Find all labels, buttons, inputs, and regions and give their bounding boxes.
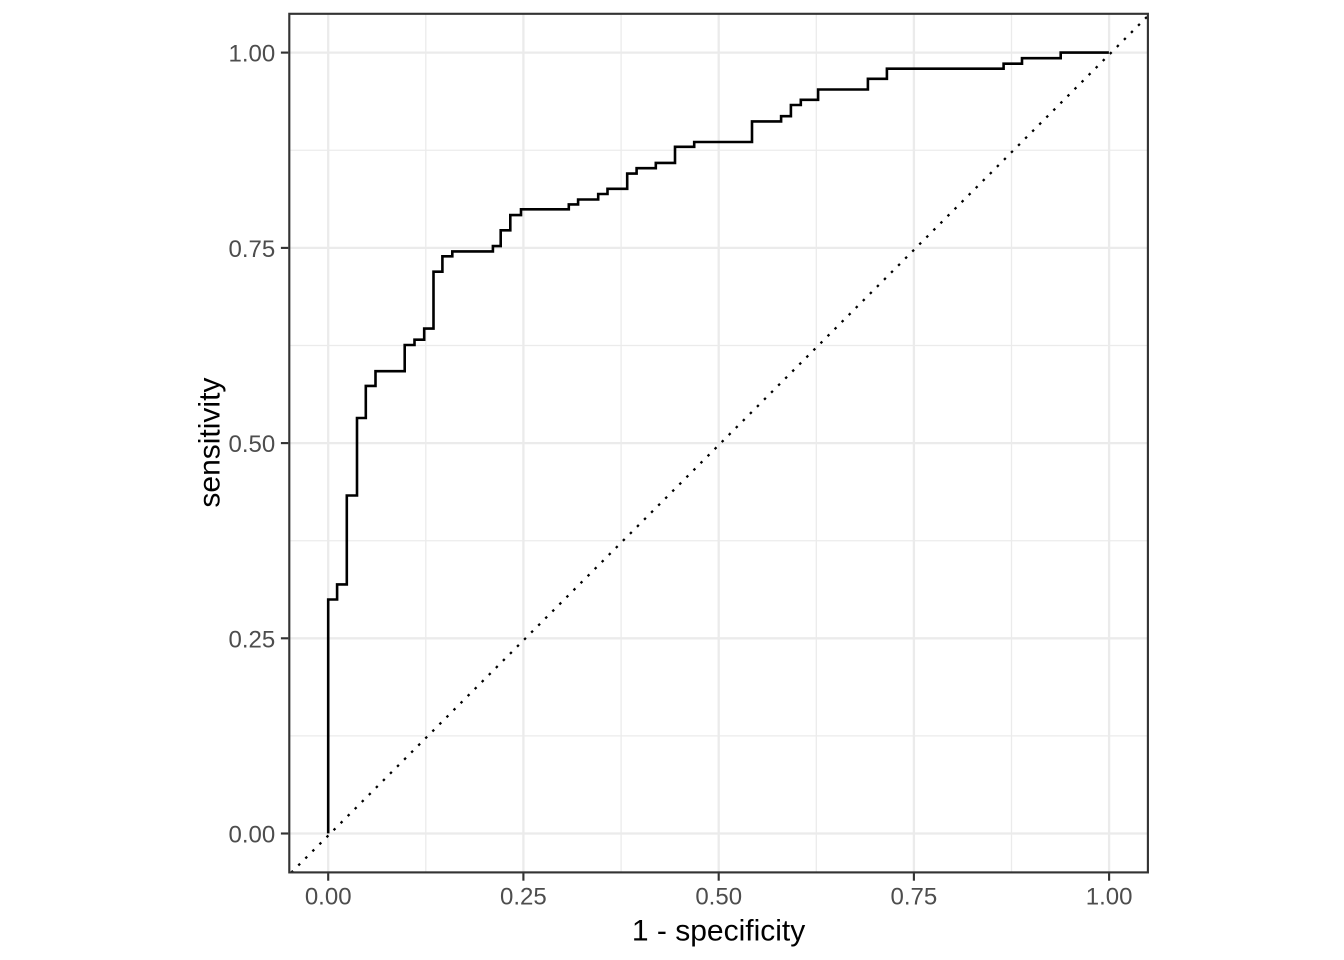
svg-text:sensitivity: sensitivity <box>194 378 227 508</box>
svg-text:1.00: 1.00 <box>1086 884 1133 911</box>
svg-text:0.25: 0.25 <box>228 626 275 653</box>
svg-text:0.00: 0.00 <box>305 884 352 911</box>
svg-text:0.75: 0.75 <box>228 236 275 263</box>
svg-text:0.50: 0.50 <box>695 884 742 911</box>
svg-text:0.50: 0.50 <box>228 431 275 458</box>
svg-text:0.75: 0.75 <box>891 884 938 911</box>
svg-text:0.00: 0.00 <box>228 822 275 849</box>
svg-text:1 - specificity: 1 - specificity <box>632 915 805 948</box>
svg-text:1.00: 1.00 <box>228 41 275 68</box>
svg-text:0.25: 0.25 <box>500 884 547 911</box>
